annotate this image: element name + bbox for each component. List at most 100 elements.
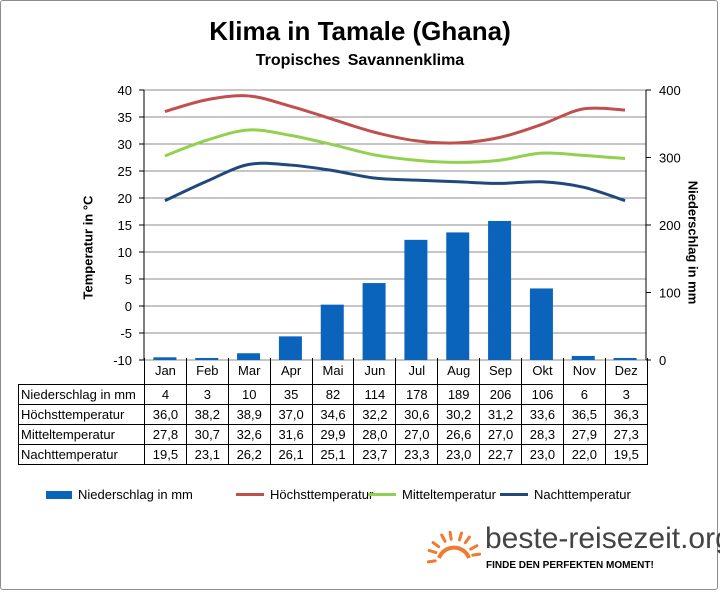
legend-item: Höchsttemperatur <box>236 487 373 502</box>
table-cell: 27,3 <box>604 423 648 445</box>
sun-ray <box>431 541 441 549</box>
table-cell: 27,9 <box>562 423 606 445</box>
category-label: Jul <box>395 358 439 384</box>
table-cell: 22,0 <box>562 443 606 465</box>
table-cell: 189 <box>437 383 481 405</box>
table-cell: 23,1 <box>185 443 229 465</box>
table-cell: 178 <box>395 383 439 405</box>
table-cell: 23,3 <box>395 443 439 465</box>
table-cell: 22,7 <box>479 443 523 465</box>
precip-bar <box>529 288 553 360</box>
table-cell: 19,5 <box>144 443 187 465</box>
table-cell: 206 <box>479 383 523 405</box>
category-label: Feb <box>185 358 229 384</box>
table-cell: 23,7 <box>353 443 397 465</box>
category-label: Aug <box>437 358 481 384</box>
table-cell: 28,3 <box>521 423 564 445</box>
table-cell: 27,0 <box>479 423 523 445</box>
row-label: Niederschlag in mm <box>18 383 145 405</box>
table-cell: 23,0 <box>437 443 481 465</box>
category-row: Jan Feb Mar Apr Mai Jun Jul Aug Sep Okt Nov Dez <box>18 358 648 384</box>
y-right-tick-label: 400 <box>659 83 681 98</box>
table-cell: 35 <box>269 383 313 405</box>
series-row: Niederschlag in mm 4 3 10 35 82 114 178 189 206 10… <box>18 383 648 405</box>
table-cell: 30,7 <box>185 423 229 445</box>
precip-bar <box>278 336 302 360</box>
row-label <box>18 358 145 384</box>
sun-ray <box>471 552 481 557</box>
precip-bar <box>571 355 595 360</box>
table-cell: 106 <box>521 383 564 405</box>
legend-line-swatch <box>236 493 264 496</box>
y-left-tick-label: 5 <box>125 272 132 287</box>
category-label: Mar <box>227 358 271 384</box>
legend-label: Mitteltemperatur <box>402 487 496 502</box>
table-cell: 27,8 <box>144 423 187 445</box>
table-cell: 19,5 <box>604 443 648 465</box>
table-cell: 3 <box>604 383 648 405</box>
sun-ray <box>469 544 479 551</box>
table-cell: 37,0 <box>269 403 313 425</box>
table-cell: 31,6 <box>269 423 313 445</box>
table-cell: 4 <box>144 383 187 405</box>
table-cell: 36,3 <box>604 403 648 425</box>
series-line-nachttemperatur <box>164 161 626 203</box>
table-cell: 10 <box>227 383 271 405</box>
precip-bar <box>237 353 261 360</box>
y-left-tick-label: 40 <box>118 83 132 98</box>
y-left-tick-label: 35 <box>118 110 132 125</box>
table-cell: 32,2 <box>353 403 397 425</box>
brand-tagline: FINDE DEN PERFEKTEN MOMENT! <box>486 560 654 571</box>
brand-name: beste-reisezeit.org <box>485 522 720 555</box>
table-cell: 114 <box>353 383 397 405</box>
category-label: Sep <box>479 358 523 384</box>
precip-bar <box>446 232 470 360</box>
row-label: Mitteltemperatur <box>18 423 145 445</box>
category-label: Mai <box>311 358 355 384</box>
table-cell: 26,1 <box>269 443 313 465</box>
category-label: Jan <box>144 358 187 384</box>
table-cell: 30,2 <box>437 403 481 425</box>
y-left-tick-label: 20 <box>118 191 132 206</box>
y-left-tick-label: 25 <box>118 164 132 179</box>
series-row: Mitteltemperatur 27,8 30,7 32,6 31,6 29,9 28,0… <box>18 423 648 445</box>
legend-label: Niederschlag in mm <box>78 487 193 502</box>
series-line-mitteltemperatur <box>164 128 626 164</box>
legend-bar-swatch <box>46 490 72 499</box>
series-line-höchsttemperatur <box>164 94 626 145</box>
y-left-tick-label: 0 <box>125 299 132 314</box>
precip-bar <box>362 283 386 360</box>
sun-ray <box>463 535 471 545</box>
sun-ray <box>427 559 437 564</box>
sun-ray <box>427 548 438 555</box>
table-cell: 38,2 <box>185 403 229 425</box>
table-cell: 36,5 <box>562 403 606 425</box>
legend-label: Nachttemperatur <box>534 487 631 502</box>
sun-ray <box>440 533 447 543</box>
precip-bar <box>320 304 344 360</box>
row-label: Höchsttemperatur <box>18 403 145 425</box>
table-cell: 23,0 <box>521 443 564 465</box>
category-label: Dez <box>604 358 648 384</box>
series-row: Höchsttemperatur 36,0 38,2 38,9 37,0 34,6 32,2… <box>18 403 648 425</box>
precip-bar <box>488 220 512 360</box>
table-cell: 25,1 <box>311 443 355 465</box>
table-cell: 29,9 <box>311 423 355 445</box>
legend-item: Niederschlag in mm <box>46 487 193 502</box>
y-left-tick-label: 30 <box>118 137 132 152</box>
legend-line-swatch <box>368 493 396 496</box>
sun-ray <box>457 531 464 542</box>
sun-icon <box>427 530 481 564</box>
table-cell: 36,0 <box>144 403 187 425</box>
legend-item: Nachttemperatur <box>500 487 631 502</box>
table-cell: 6 <box>562 383 606 405</box>
legend-line-swatch <box>500 493 528 496</box>
table-cell: 3 <box>185 383 229 405</box>
precip-bar <box>404 239 428 360</box>
y-right-tick-label: 100 <box>659 286 681 301</box>
chart-title: Klima in Tamale (Ghana) <box>209 16 511 46</box>
table-cell: 34,6 <box>311 403 355 425</box>
y-right-tick-label: 300 <box>659 151 681 166</box>
y-left-tick-label: 10 <box>118 245 132 260</box>
